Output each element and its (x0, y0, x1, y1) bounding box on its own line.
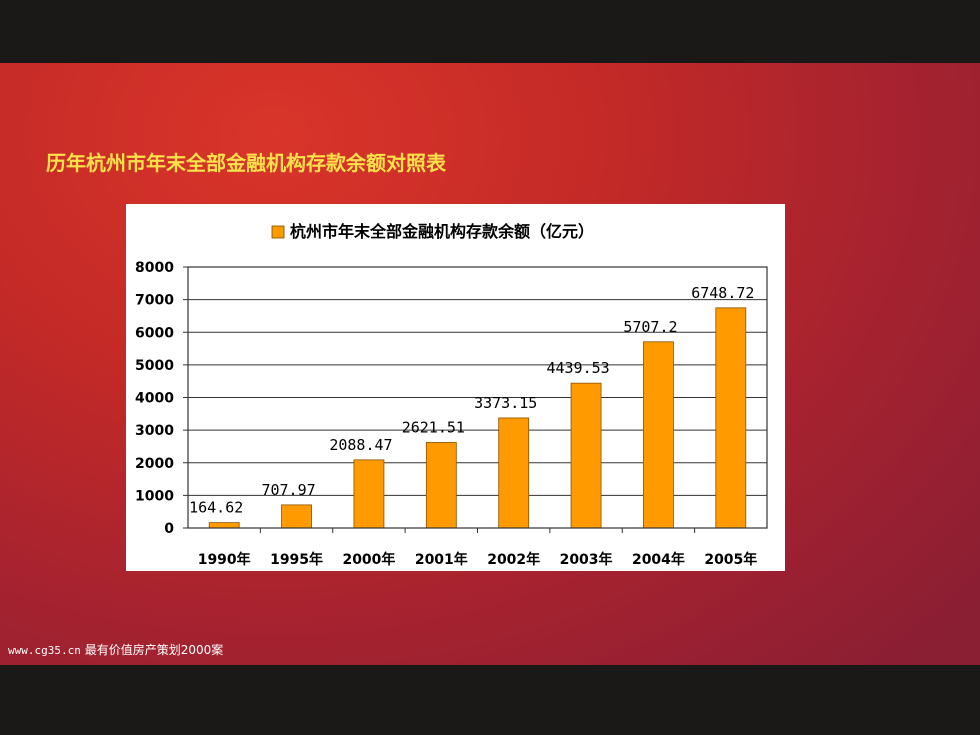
y-tick-label: 4000 (135, 391, 174, 407)
bar (353, 459, 385, 529)
bar (715, 307, 747, 529)
y-tick-label: 5000 (135, 358, 174, 374)
y-axis-ticks: 0 1000 2000 3000 4000 5000 6000 7000 8000 (135, 260, 188, 537)
data-label: 6748.72 (691, 284, 754, 302)
data-label: 3373.15 (474, 394, 537, 412)
bars (208, 307, 747, 529)
x-tick-label: 1990年 (198, 551, 251, 568)
data-label: 707.97 (261, 481, 315, 499)
bar (570, 382, 602, 529)
bar (281, 504, 312, 529)
footer-text: www.cg35.cn 最有价值房产策划2000案 (8, 641, 223, 658)
data-label: 4439.53 (546, 359, 609, 377)
data-label: 5707.2 (623, 318, 677, 336)
bar-chart: 杭州市年末全部金融机构存款余额（亿元） 0 1000 2000 3000 4000 500… (135, 222, 768, 568)
chart-card: 杭州市年末全部金融机构存款余额（亿元） 0 1000 2000 3000 4000 500… (126, 204, 785, 571)
y-tick-label: 0 (164, 521, 174, 537)
y-tick-label: 6000 (135, 325, 174, 341)
x-tick-label: 2002年 (487, 551, 540, 568)
x-tick-label: 2000年 (342, 551, 395, 568)
y-tick-label: 3000 (135, 423, 174, 439)
y-tick-label: 7000 (135, 293, 174, 309)
x-axis-ticks: 1990年 1995年 2000年 2001年 2002年 2003年 2004年 2005年 (198, 528, 757, 568)
y-tick-label: 1000 (135, 488, 174, 504)
slide-background: 历年杭州市年末全部金融机构存款余额对照表 杭州市年末全部金融机构存款余额（亿元）… (0, 63, 980, 665)
bar (498, 417, 530, 529)
x-tick-label: 2005年 (704, 551, 757, 568)
bar (425, 442, 457, 529)
y-tick-label: 2000 (135, 456, 174, 472)
data-labels: 164.62 707.97 2088.47 2621.51 3373.15 4439.53… (189, 284, 754, 517)
legend-label: 杭州市年末全部金融机构存款余额（亿元） (290, 222, 594, 241)
y-tick-label: 8000 (135, 260, 174, 276)
footer-caption: 最有价值房产策划2000案 (84, 643, 224, 657)
data-label: 164.62 (189, 499, 243, 517)
bar (643, 341, 674, 529)
bar (208, 522, 240, 529)
slide-title: 历年杭州市年末全部金融机构存款余额对照表 (46, 151, 446, 175)
plot-frame (187, 266, 768, 529)
x-tick-label: 2003年 (560, 551, 613, 568)
footer-url: www.cg35.cn (8, 644, 81, 657)
data-label: 2621.51 (402, 418, 465, 436)
x-tick-label: 2004年 (632, 551, 685, 568)
data-label: 2088.47 (329, 436, 392, 454)
legend-swatch (271, 225, 285, 239)
x-tick-label: 2001年 (415, 551, 468, 568)
x-tick-label: 1995年 (270, 551, 323, 568)
